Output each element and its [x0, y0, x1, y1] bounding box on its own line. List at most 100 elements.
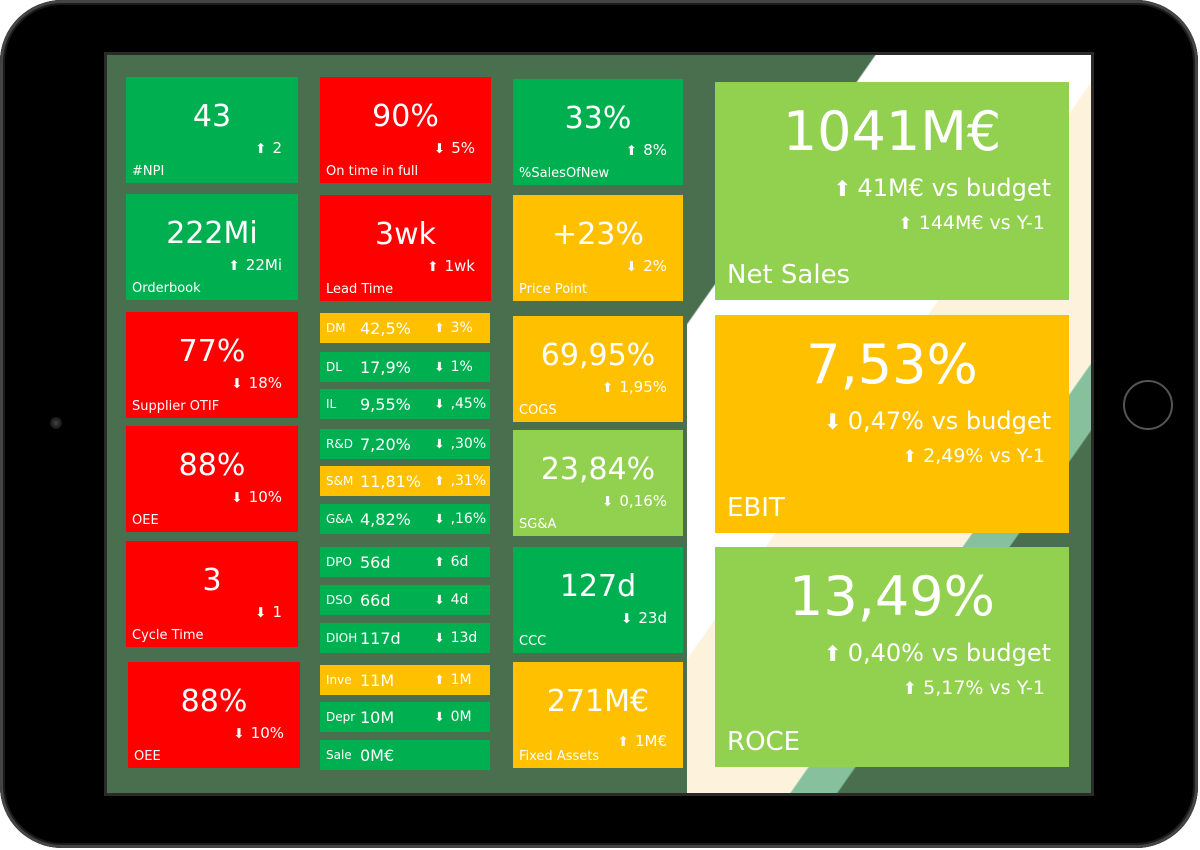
kpi-tile-oee[interactable]: 88% ⬇ 10% OEE — [126, 426, 298, 532]
arrow-up-icon: ⬆ — [434, 672, 445, 687]
kpi-value: 13,49% — [789, 565, 995, 628]
kpi-value: 90% — [372, 99, 439, 134]
arrow-up-icon: ⬆ — [898, 214, 913, 234]
row-delta — [434, 747, 440, 763]
kpi-value: 7,53% — [806, 333, 978, 396]
kpi-row-dpo[interactable]: DPO 56d ⬆ 6d — [320, 547, 490, 577]
row-value: 11M — [360, 670, 395, 690]
kpi-tile-orderbook[interactable]: 222Mi ⬆ 22Mi Orderbook — [126, 194, 298, 300]
kpi-row-dl[interactable]: DL 17,9% ⬇ 1% — [320, 352, 490, 382]
kpi-label: #NPI — [132, 164, 165, 179]
kpi-delta: ⬆ 8% — [625, 141, 667, 159]
kpi-tile-fixed-assets[interactable]: 271M€ ⬆ 1M€ Fixed Assets — [513, 662, 683, 768]
kpi-value: 3wk — [375, 217, 436, 252]
row-label: Depr — [326, 710, 356, 724]
kpi-tile-sales-of-new[interactable]: 33% ⬆ 8% %SalesOfNew — [513, 79, 683, 185]
kpi-tile-oee-2[interactable]: 88% ⬇ 10% OEE — [128, 662, 300, 768]
arrow-down-icon: ⬇ — [434, 709, 445, 724]
kpi-label: COGS — [519, 403, 557, 418]
kpi-row-dioh[interactable]: DIOH 117d ⬇ 13d — [320, 623, 490, 653]
arrow-up-icon: ⬆ — [434, 473, 445, 488]
kpi-value: 222Mi — [166, 216, 258, 251]
kpi-tile-sga[interactable]: 23,84% ⬇ 0,16% SG&A — [513, 430, 683, 536]
kpi-label: ROCE — [727, 727, 801, 757]
kpi-value: 1041M€ — [782, 100, 1002, 163]
row-delta: ⬇ 4d — [434, 592, 469, 608]
row-value: 9,55% — [360, 394, 411, 414]
dashboard-screen: 43 ⬆ 2 #NPI 222Mi ⬆ 22Mi Orderbook 77% ⬇ 18… — [104, 52, 1094, 796]
row-delta: ⬇ ,45% — [434, 396, 487, 412]
kpi-tile-cycle-time[interactable]: 3 ⬇ 1 Cycle Time — [126, 541, 298, 647]
kpi-delta: ⬇ 10% — [231, 488, 282, 506]
kpi-label: %SalesOfNew — [519, 166, 610, 181]
kpi-value: 88% — [178, 448, 246, 483]
arrow-down-icon: ⬇ — [625, 259, 638, 275]
kpi-label: Cycle Time — [132, 628, 204, 643]
kpi-tile-net-sales[interactable]: 1041M€ ⬆ 41M€ vs budget ⬆ 144M€ vs Y-1 Net… — [715, 82, 1069, 300]
kpi-label: Fixed Assets — [519, 749, 600, 764]
arrow-up-icon: ⬆ — [602, 380, 614, 396]
kpi-tile-price-point[interactable]: +23% ⬇ 2% Price Point — [513, 195, 683, 301]
kpi-row-il[interactable]: IL 9,55% ⬇ ,45% — [320, 389, 490, 419]
kpi-delta: ⬇ 0,16% — [602, 492, 667, 510]
row-delta: ⬇ 13d — [434, 630, 478, 646]
kpi-row-rnd[interactable]: R&D 7,20% ⬇ ,30% — [320, 429, 490, 459]
kpi-tile-npi[interactable]: 43 ⬆ 2 #NPI — [126, 77, 298, 183]
row-label: DSO — [326, 593, 353, 607]
kpi-row-gna[interactable]: G&A 4,82% ⬇ ,16% — [320, 504, 490, 534]
kpi-tile-ccc[interactable]: 127d ⬇ 23d CCC — [513, 547, 683, 653]
kpi-label: SG&A — [519, 517, 557, 532]
arrow-up-icon: ⬆ — [255, 141, 267, 157]
kpi-tile-roce[interactable]: 13,49% ⬆ 0,40% vs budget ⬆ 5,17% vs Y-1 RO… — [715, 547, 1069, 767]
kpi-row-depr[interactable]: Depr 10M ⬇ 0M — [320, 702, 490, 732]
kpi-delta: ⬇ 18% — [231, 374, 282, 392]
arrow-down-icon: ⬇ — [434, 396, 445, 411]
row-delta: ⬆ 6d — [434, 554, 469, 570]
row-value: 42,5% — [360, 318, 411, 338]
kpi-delta: ⬇ 23d — [621, 609, 667, 627]
kpi-value: 127d — [559, 569, 637, 604]
arrow-up-icon: ⬆ — [823, 642, 842, 667]
arrow-down-icon: ⬇ — [434, 592, 445, 607]
kpi-row-dm[interactable]: DM 42,5% ⬆ 3% — [320, 313, 490, 343]
kpi-tile-ebit[interactable]: 7,53% ⬇ 0,47% vs budget ⬆ 2,49% vs Y-1 EBI… — [715, 315, 1069, 533]
arrow-up-icon: ⬆ — [617, 734, 629, 750]
kpi-value: 33% — [564, 101, 632, 136]
kpi-tile-cogs[interactable]: 69,95% ⬆ 1,95% COGS — [513, 316, 683, 422]
row-label: DIOH — [326, 631, 358, 645]
arrow-down-icon: ⬇ — [434, 436, 445, 451]
home-button[interactable] — [1123, 380, 1173, 430]
arrow-up-icon: ⬆ — [228, 258, 240, 274]
arrow-down-icon: ⬇ — [433, 141, 446, 157]
delta-vs-budget: ⬇ 0,47% vs budget — [823, 407, 1051, 435]
row-delta: ⬇ ,30% — [434, 436, 487, 452]
row-value: 56d — [360, 552, 391, 572]
kpi-label: Net Sales — [727, 260, 851, 290]
row-delta: ⬇ 1% — [434, 359, 473, 375]
arrow-down-icon: ⬇ — [231, 490, 243, 506]
row-value: 0M€ — [360, 745, 395, 765]
row-value: 11,81% — [360, 471, 422, 491]
arrow-down-icon: ⬇ — [255, 605, 267, 621]
kpi-value: 23,84% — [540, 452, 656, 487]
delta-vs-last-year: ⬆ 2,49% vs Y-1 — [902, 445, 1045, 467]
arrow-down-icon: ⬇ — [434, 630, 445, 645]
row-value: 10M — [360, 707, 395, 727]
kpi-row-dso[interactable]: DSO 66d ⬇ 4d — [320, 585, 490, 615]
kpi-row-inve[interactable]: Inve 11M ⬆ 1M — [320, 665, 490, 695]
kpi-label: EBIT — [727, 493, 785, 523]
delta-vs-budget: ⬆ 0,40% vs budget — [823, 639, 1051, 667]
row-label: DPO — [326, 555, 352, 569]
kpi-tile-on-time-in-full[interactable]: 90% ⬇ 5% On time in full — [320, 77, 491, 183]
kpi-tile-lead-time[interactable]: 3wk ⬆ 1wk Lead Time — [320, 195, 491, 301]
kpi-label: Supplier OTIF — [132, 399, 220, 414]
kpi-label: OEE — [134, 749, 161, 764]
arrow-up-icon: ⬆ — [902, 679, 918, 699]
kpi-tile-supplier-otif[interactable]: 77% ⬇ 18% Supplier OTIF — [126, 312, 298, 418]
kpi-label: CCC — [519, 634, 547, 649]
kpi-row-sale[interactable]: Sale 0M€ — [320, 740, 490, 770]
row-value: 7,20% — [360, 434, 411, 454]
row-label: R&D — [326, 437, 353, 451]
kpi-row-snm[interactable]: S&M 11,81% ⬆ ,31% — [320, 466, 490, 496]
